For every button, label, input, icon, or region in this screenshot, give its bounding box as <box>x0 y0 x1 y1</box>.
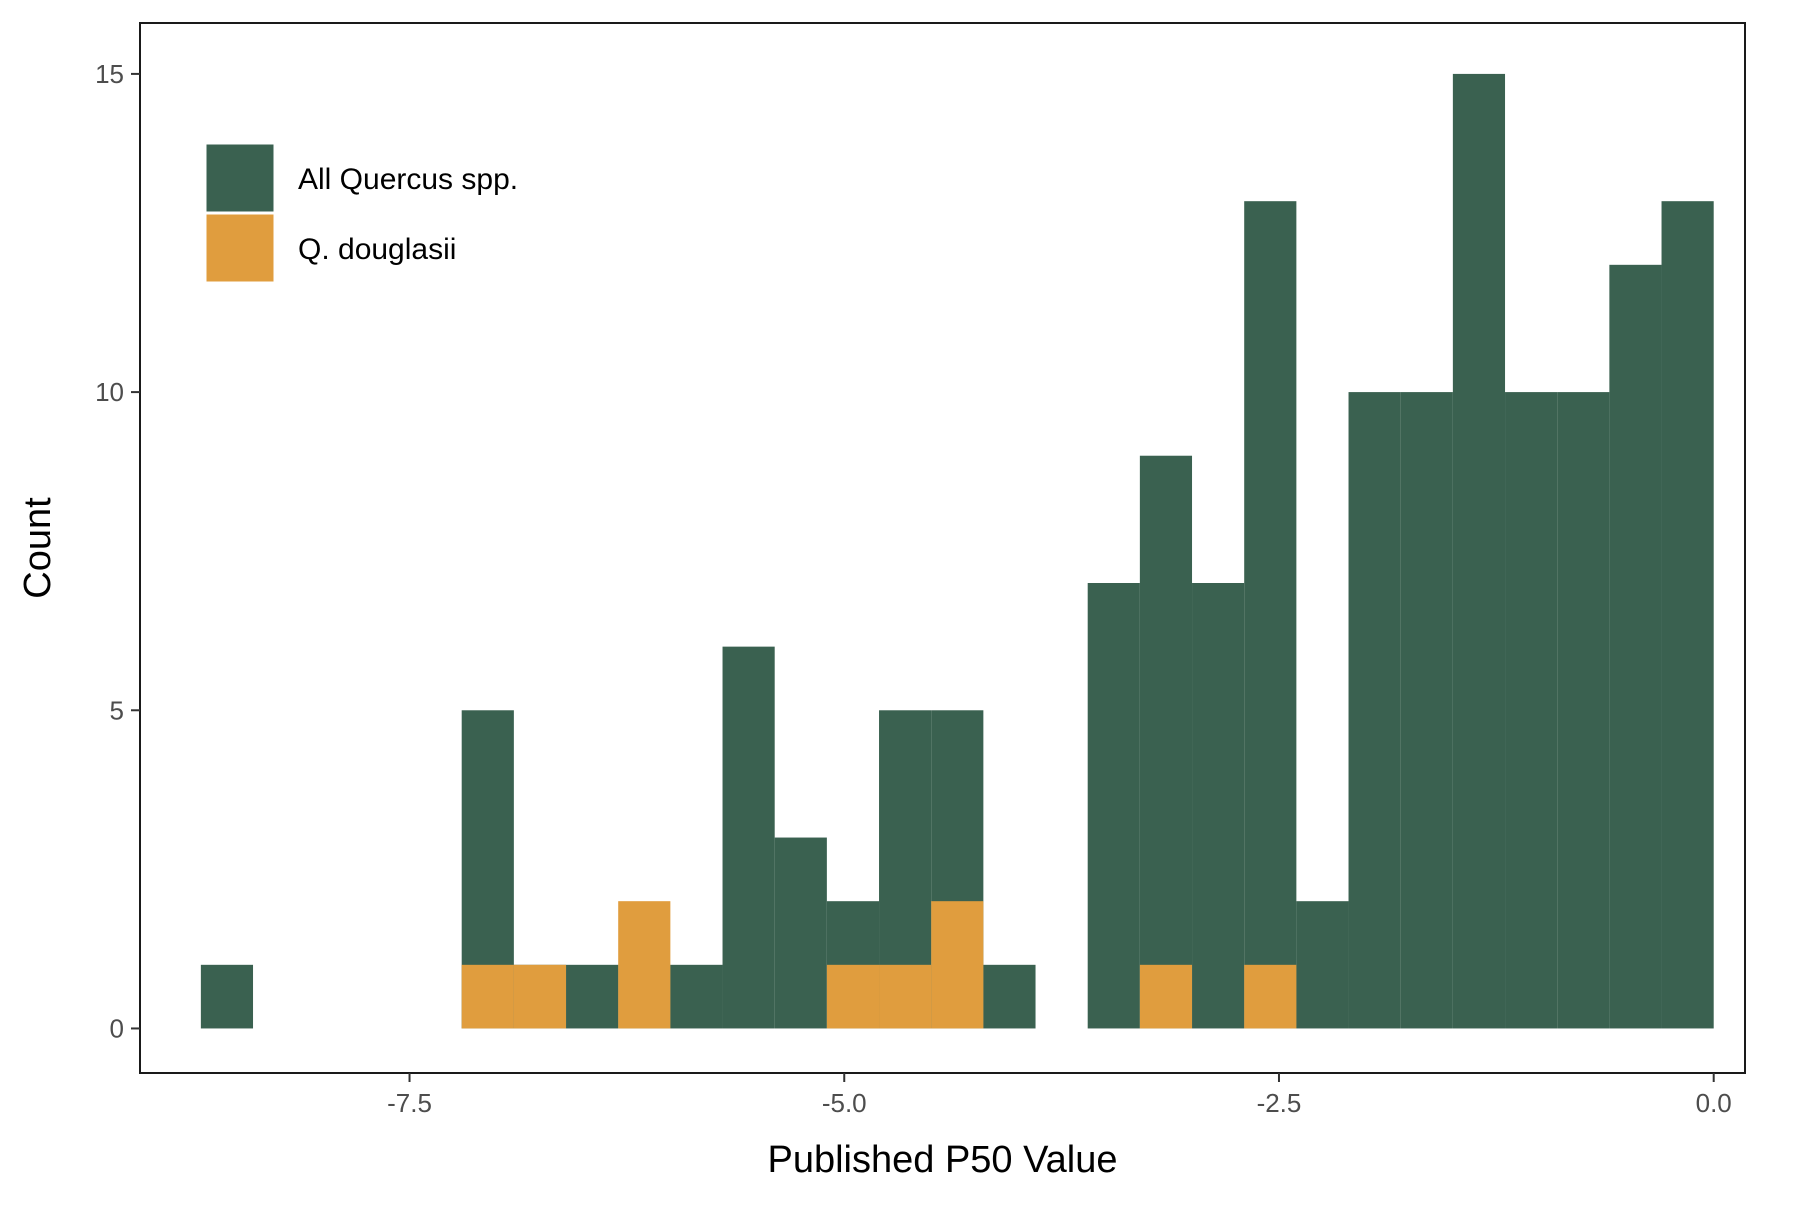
histogram-bar-s1-6 <box>1139 964 1193 1029</box>
histogram-bar-s1-5 <box>931 901 984 1029</box>
y-axis-title: Count <box>17 497 59 599</box>
y-tick-label-2: 10 <box>95 377 124 407</box>
bars-layer <box>200 73 1714 1029</box>
legend-label-all-quercus: All Quercus spp. <box>298 163 518 196</box>
histogram-bar-s1-2 <box>618 901 671 1029</box>
histogram-bar-s1-4 <box>879 964 932 1029</box>
histogram-bar-s0-0 <box>200 964 254 1029</box>
histogram-bar-s1-3 <box>826 964 880 1029</box>
histogram-bar-s0-20 <box>1505 392 1558 1029</box>
x-tick-label-0: -7.5 <box>387 1088 432 1118</box>
y-tick-label-0: 0 <box>110 1013 124 1043</box>
histogram-bar-s0-21 <box>1557 392 1610 1029</box>
legend: All Quercus spp. Q. douglasii <box>203 141 518 285</box>
histogram-bar-s1-0 <box>461 964 514 1029</box>
legend-key-q-douglasii <box>203 211 277 285</box>
histogram-bar-s0-17 <box>1348 392 1401 1029</box>
histogram-bar-s0-7 <box>774 837 827 1029</box>
x-tick-label-1: -5.0 <box>822 1088 867 1118</box>
histogram-bar-s0-6 <box>722 646 775 1029</box>
histogram-bar-s1-7 <box>1244 964 1297 1029</box>
histogram-bar-s0-14 <box>1192 583 1245 1029</box>
histogram-bar-s1-1 <box>513 964 567 1029</box>
legend-key-all-quercus <box>203 141 277 215</box>
histogram-bar-s0-18 <box>1400 392 1453 1029</box>
histogram-bar-s0-3 <box>566 964 619 1029</box>
histogram-bar-s0-5 <box>670 964 723 1029</box>
y-tick-label-3: 15 <box>95 59 124 89</box>
histogram-bar-s0-13 <box>1139 455 1193 1029</box>
x-tick-label-2: -2.5 <box>1257 1088 1302 1118</box>
x-axis-title: Published P50 Value <box>768 1139 1118 1181</box>
y-tick-label-1: 5 <box>110 695 124 725</box>
legend-label-q-douglasii: Q. douglasii <box>298 233 456 266</box>
histogram-bar-s0-15 <box>1244 201 1297 1029</box>
histogram-bar-s0-19 <box>1452 73 1506 1029</box>
histogram-bar-s0-22 <box>1609 264 1662 1029</box>
plot-panel-border <box>139 22 1746 1074</box>
histogram-bar-s0-16 <box>1296 901 1349 1029</box>
histogram-bar-s0-12 <box>1087 583 1140 1029</box>
axis-layer: -7.5 -5.0 -2.5 0.0 0 5 10 15 <box>95 59 1732 1118</box>
histogram-bar-s0-23 <box>1661 201 1714 1029</box>
histogram-bar-s0-11 <box>983 964 1036 1029</box>
x-tick-label-3: 0.0 <box>1696 1088 1732 1118</box>
